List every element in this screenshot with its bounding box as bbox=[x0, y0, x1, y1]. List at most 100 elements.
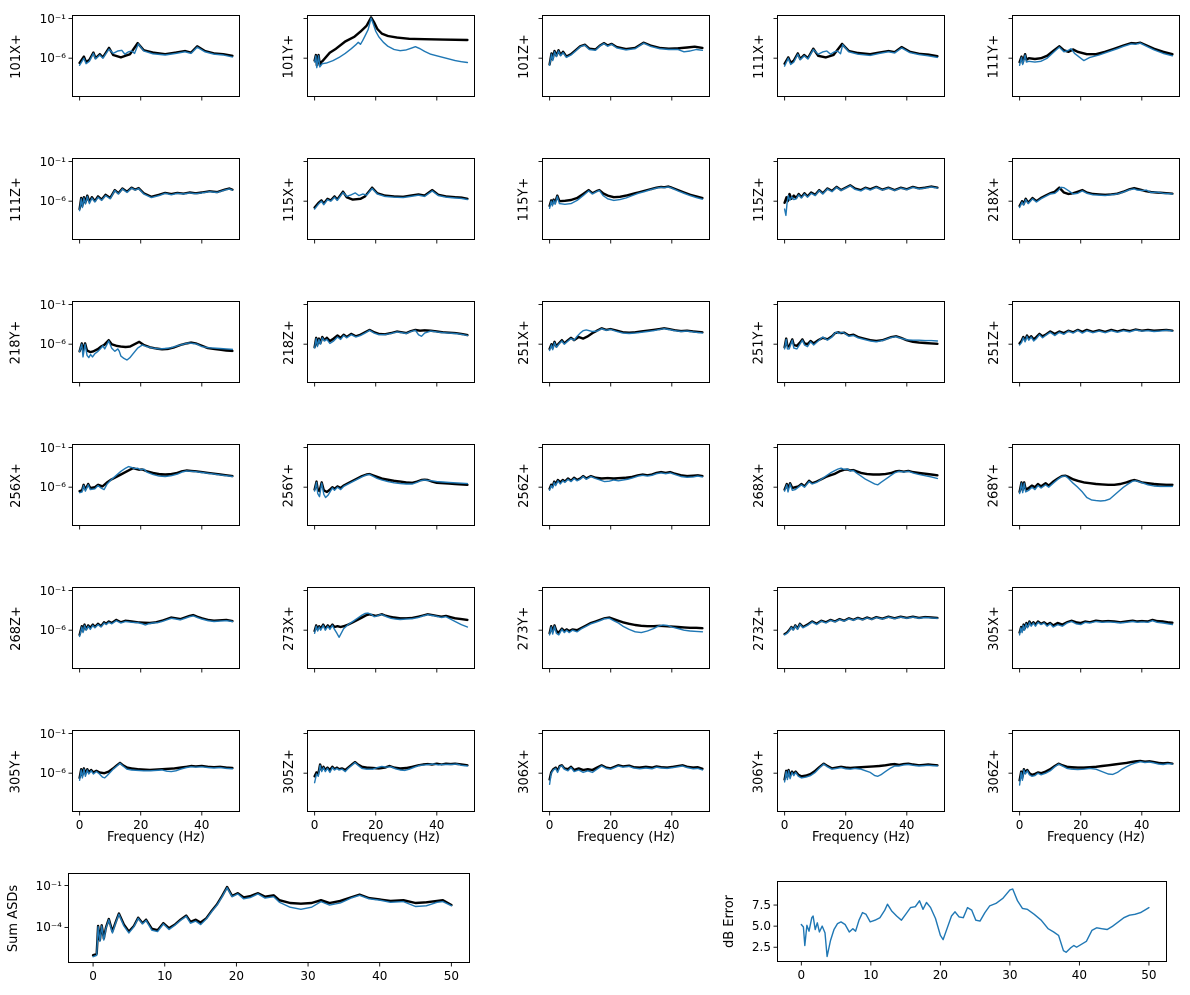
subplot-256z: 256Z+ bbox=[517, 444, 710, 530]
subplot-306x: 306X+ Frequency (Hz) 0 20 40 bbox=[517, 730, 710, 845]
y-axis-label: 256Z+ bbox=[516, 462, 532, 508]
x-tick-label: 20 bbox=[603, 818, 619, 832]
reference-curve bbox=[1018, 474, 1174, 494]
reference-curve bbox=[548, 470, 704, 490]
x-tick-label: 40 bbox=[1134, 818, 1150, 832]
test-curve bbox=[1018, 186, 1174, 209]
y-axis-label-wrap: 268Y+ bbox=[986, 444, 1002, 526]
x-axis-label: Frequency (Hz) bbox=[576, 830, 676, 845]
plot-area bbox=[773, 301, 945, 387]
y-axis-label-wrap: 251Z+ bbox=[986, 301, 1002, 383]
subplot-111z: 111Z+ 10⁻¹ 10⁻⁶ bbox=[9, 155, 240, 244]
y-axis-label-wrap: 111X+ bbox=[751, 15, 767, 97]
y-axis-label: 251Y+ bbox=[751, 320, 767, 364]
y-axis-label-wrap: 218X+ bbox=[986, 158, 1002, 240]
y-axis-label-wrap: 305Y+ bbox=[8, 730, 24, 812]
y-axis-label: 115Z+ bbox=[751, 176, 767, 222]
plot-area bbox=[68, 301, 240, 387]
plot-area bbox=[538, 158, 710, 244]
y-axis-label-wrap: 306X+ bbox=[516, 730, 532, 812]
x-tick-label: 0 bbox=[310, 818, 319, 832]
test-curve bbox=[1018, 329, 1174, 346]
y-axis-label: 111Y+ bbox=[986, 34, 1002, 78]
test-curve bbox=[783, 763, 939, 783]
test-curve bbox=[313, 329, 469, 349]
x-tick-label: 40 bbox=[372, 969, 388, 983]
plot-area bbox=[68, 15, 240, 101]
y-axis-label-wrap: 273Y+ bbox=[516, 587, 532, 669]
test-curve bbox=[1018, 475, 1174, 502]
subplot-sum-asds: Sum ASDs 0 10 20 30 40 50 10⁻¹ 10⁻⁴ bbox=[7, 873, 470, 983]
y-tick-label: 10⁻¹ bbox=[35, 878, 62, 893]
y-axis-label-wrap: Sum ASDs bbox=[6, 873, 22, 963]
y-tick-label: 2.5 bbox=[751, 940, 771, 955]
plot-area bbox=[303, 15, 475, 101]
y-axis-label-wrap: 111Z+ bbox=[8, 158, 24, 240]
test-curve bbox=[783, 616, 939, 636]
plot-area bbox=[68, 158, 240, 244]
plot-area bbox=[538, 730, 710, 816]
subplot-101y: 101Y+ bbox=[282, 15, 475, 101]
y-axis-label: 218X+ bbox=[986, 176, 1002, 222]
plot-area bbox=[773, 587, 945, 673]
y-axis-label-wrap: 256Z+ bbox=[516, 444, 532, 526]
subplot-268x: 268X+ bbox=[752, 444, 945, 530]
y-axis-label-wrap: 101X+ bbox=[8, 15, 24, 97]
y-tick-label: 10⁻⁶ bbox=[39, 480, 66, 495]
plot-area bbox=[773, 158, 945, 244]
reference-curve bbox=[1018, 759, 1174, 782]
y-axis-label-wrap: 251X+ bbox=[516, 301, 532, 383]
y-axis-label-wrap: 115X+ bbox=[281, 158, 297, 240]
plot-area bbox=[303, 444, 475, 530]
y-axis-label: 251X+ bbox=[516, 319, 532, 365]
y-tick-label: 7.5 bbox=[751, 898, 771, 913]
x-tick-label: 20 bbox=[838, 818, 854, 832]
x-tick-label: 10 bbox=[157, 969, 173, 983]
x-tick-label: 0 bbox=[797, 968, 806, 982]
x-tick-label: 30 bbox=[1002, 968, 1018, 982]
test-curve bbox=[548, 186, 704, 209]
y-axis-label: dB Error bbox=[721, 895, 737, 948]
y-axis-label: 268Z+ bbox=[8, 605, 24, 651]
test-curve bbox=[783, 185, 939, 217]
y-axis-label: 218Y+ bbox=[8, 320, 24, 364]
plot-area bbox=[303, 587, 475, 673]
subplot-251z: 251Z+ bbox=[987, 301, 1180, 387]
plot-area bbox=[1008, 444, 1180, 530]
y-tick-label: 10⁻⁶ bbox=[39, 623, 66, 638]
reference-curve bbox=[313, 472, 469, 494]
test-curve bbox=[78, 43, 234, 66]
test-curve bbox=[548, 328, 704, 352]
plot-area bbox=[1008, 15, 1180, 101]
y-axis-label-wrap: 218Y+ bbox=[8, 301, 24, 383]
test-curve bbox=[783, 331, 939, 350]
y-axis-label-wrap: 111Y+ bbox=[986, 15, 1002, 97]
y-axis-label: Sum ASDs bbox=[6, 884, 22, 952]
y-axis-label: 273X+ bbox=[281, 605, 297, 651]
plot-area bbox=[1008, 301, 1180, 387]
plot-area bbox=[538, 587, 710, 673]
y-axis-label: 101Y+ bbox=[281, 34, 297, 78]
y-axis-label-wrap: 115Y+ bbox=[516, 158, 532, 240]
subplot-111y: 111Y+ bbox=[987, 15, 1180, 101]
x-tick-label: 40 bbox=[664, 818, 680, 832]
plot-area bbox=[1008, 730, 1180, 816]
y-axis-label: 256Y+ bbox=[281, 463, 297, 507]
y-axis-label: 305Z+ bbox=[281, 748, 297, 794]
y-axis-label: 251Z+ bbox=[986, 319, 1002, 365]
subplot-101z: 101Z+ bbox=[517, 15, 710, 101]
x-axis-label: Frequency (Hz) bbox=[106, 830, 206, 845]
y-axis-label-wrap: 251Y+ bbox=[751, 301, 767, 383]
y-axis-label-wrap: 273Z+ bbox=[751, 587, 767, 669]
y-axis-label: 305X+ bbox=[986, 605, 1002, 651]
plot-area bbox=[773, 881, 1167, 966]
y-axis-label: 111X+ bbox=[751, 33, 767, 79]
test-curve bbox=[313, 612, 469, 638]
y-axis-label-wrap: 256Y+ bbox=[281, 444, 297, 526]
y-axis-label: 101X+ bbox=[8, 33, 24, 79]
y-axis-label: 101Z+ bbox=[516, 33, 532, 79]
y-tick-label: 10⁻⁶ bbox=[39, 337, 66, 352]
subplot-101x: 101X+ 10⁻¹ 10⁻⁶ bbox=[9, 12, 240, 101]
x-tick-label: 0 bbox=[89, 969, 97, 983]
y-axis-label: 273Y+ bbox=[516, 606, 532, 650]
